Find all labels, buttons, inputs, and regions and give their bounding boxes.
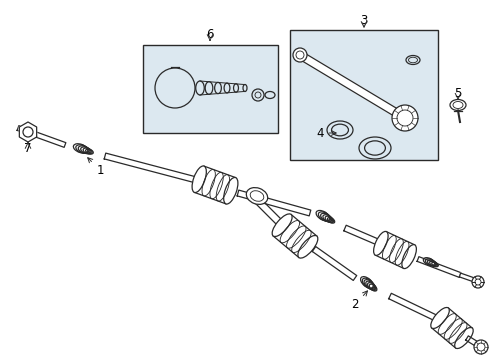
Ellipse shape bbox=[223, 177, 238, 204]
Polygon shape bbox=[17, 126, 66, 147]
Polygon shape bbox=[344, 225, 381, 246]
Ellipse shape bbox=[373, 231, 388, 255]
Ellipse shape bbox=[402, 244, 416, 269]
Ellipse shape bbox=[246, 188, 268, 204]
Text: 2: 2 bbox=[351, 291, 368, 311]
Ellipse shape bbox=[450, 99, 466, 111]
Polygon shape bbox=[312, 247, 357, 280]
Circle shape bbox=[472, 276, 484, 288]
Ellipse shape bbox=[431, 307, 449, 328]
Polygon shape bbox=[389, 293, 441, 323]
Polygon shape bbox=[466, 336, 481, 348]
Circle shape bbox=[293, 48, 307, 62]
Polygon shape bbox=[104, 153, 201, 184]
Ellipse shape bbox=[192, 166, 206, 193]
Ellipse shape bbox=[455, 328, 473, 348]
Polygon shape bbox=[19, 122, 37, 142]
Text: 3: 3 bbox=[360, 14, 368, 27]
Circle shape bbox=[474, 340, 488, 354]
Polygon shape bbox=[237, 190, 311, 216]
Text: 4: 4 bbox=[316, 126, 336, 140]
Polygon shape bbox=[417, 257, 461, 277]
Ellipse shape bbox=[298, 235, 318, 258]
Polygon shape bbox=[459, 273, 481, 284]
FancyBboxPatch shape bbox=[290, 30, 438, 160]
Polygon shape bbox=[298, 51, 407, 121]
Text: 6: 6 bbox=[206, 27, 214, 41]
Polygon shape bbox=[247, 190, 288, 230]
Circle shape bbox=[392, 105, 418, 131]
Ellipse shape bbox=[272, 214, 292, 237]
Text: 5: 5 bbox=[454, 86, 462, 99]
Text: 1: 1 bbox=[88, 158, 104, 176]
Text: 7: 7 bbox=[24, 141, 32, 154]
FancyBboxPatch shape bbox=[143, 45, 278, 133]
